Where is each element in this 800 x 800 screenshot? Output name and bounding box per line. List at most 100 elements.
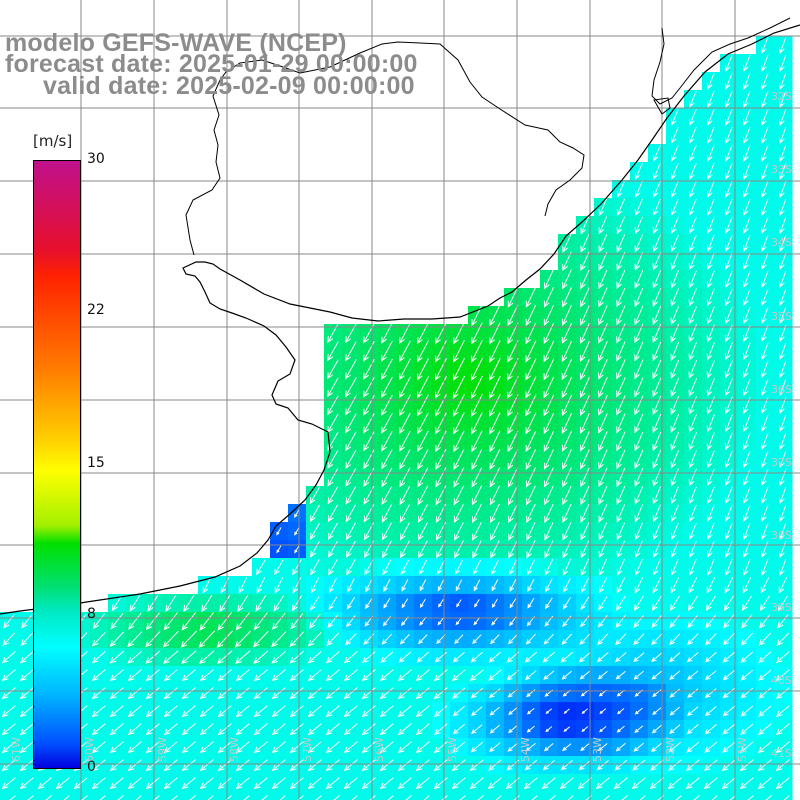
wind-arrow bbox=[614, 759, 628, 771]
wind-arrow bbox=[325, 741, 340, 754]
wind-arrow bbox=[652, 270, 662, 289]
wind-arrow bbox=[777, 595, 788, 612]
wind-arrow bbox=[128, 612, 142, 630]
wind-arrow bbox=[562, 558, 572, 576]
wind-arrow bbox=[722, 741, 736, 753]
wind-arrow bbox=[671, 541, 679, 558]
wind-arrow bbox=[616, 395, 626, 416]
wind-arrow bbox=[634, 431, 644, 452]
wind-arrow bbox=[707, 217, 715, 234]
wind-arrow bbox=[201, 594, 213, 613]
wind-arrow bbox=[687, 670, 699, 681]
wind-arrow bbox=[544, 269, 554, 290]
wind-arrow bbox=[616, 341, 626, 362]
wind-arrow bbox=[379, 723, 394, 736]
wind-arrow bbox=[706, 486, 715, 505]
wind-arrow bbox=[775, 777, 790, 790]
wind-arrow bbox=[670, 432, 680, 451]
wind-arrow bbox=[634, 377, 644, 398]
wind-arrow bbox=[327, 468, 339, 487]
wind-arrow bbox=[294, 545, 300, 554]
wind-arrow bbox=[435, 322, 447, 345]
wind-arrow bbox=[758, 632, 772, 646]
wind-speed-cell bbox=[342, 792, 361, 800]
wind-arrow bbox=[307, 777, 322, 790]
wind-arrow bbox=[199, 759, 214, 772]
wind-arrow bbox=[417, 322, 429, 345]
wind-arrow bbox=[525, 633, 536, 645]
wind-arrow bbox=[688, 252, 697, 271]
wind-arrow bbox=[333, 795, 340, 800]
wind-arrow bbox=[541, 777, 556, 790]
wind-arrow bbox=[345, 413, 357, 434]
wind-arrow bbox=[91, 777, 106, 790]
colorbar bbox=[33, 160, 81, 769]
wind-arrow bbox=[670, 341, 680, 361]
wind-arrow bbox=[707, 559, 715, 576]
wind-arrow bbox=[598, 522, 608, 541]
wind-arrow bbox=[742, 360, 751, 379]
lagoon-inner bbox=[653, 97, 671, 115]
wind-arrow bbox=[329, 577, 337, 593]
wind-arrow bbox=[399, 430, 411, 452]
wind-arrow bbox=[580, 743, 590, 752]
wind-arrow bbox=[507, 286, 519, 308]
wind-arrow bbox=[289, 759, 304, 772]
wind-arrow bbox=[579, 394, 590, 416]
wind-arrow bbox=[725, 559, 733, 576]
wind-arrow bbox=[381, 449, 393, 470]
wind-arrow bbox=[598, 431, 608, 452]
lat-label: 36S bbox=[771, 383, 792, 396]
wind-arrow bbox=[775, 705, 790, 717]
wind-arrow bbox=[526, 540, 536, 559]
wind-arrow bbox=[19, 741, 34, 754]
wind-arrow bbox=[163, 777, 178, 790]
wind-arrow bbox=[779, 306, 787, 324]
wind-arrow bbox=[452, 705, 465, 717]
wind-arrow bbox=[543, 394, 555, 417]
wind-arrow bbox=[488, 669, 502, 681]
wind-arrow bbox=[3, 614, 15, 629]
wind-arrow bbox=[561, 322, 573, 344]
wind-arrow bbox=[9, 795, 16, 800]
wind-arrow bbox=[365, 578, 373, 593]
wind-arrow bbox=[398, 651, 412, 663]
wind-arrow bbox=[561, 376, 573, 399]
wind-arrow bbox=[758, 705, 772, 717]
wind-arrow bbox=[525, 742, 536, 752]
wind-arrow bbox=[507, 742, 519, 752]
wind-arrow bbox=[761, 181, 769, 198]
wind-arrow bbox=[310, 596, 320, 611]
wind-arrow bbox=[722, 670, 735, 681]
wind-speed-cell bbox=[522, 792, 541, 800]
wind-arrow bbox=[399, 634, 410, 645]
wind-arrow bbox=[687, 595, 698, 612]
wind-arrow bbox=[616, 577, 626, 594]
wind-arrow bbox=[524, 670, 537, 681]
wind-arrow bbox=[253, 631, 269, 648]
wind-arrow bbox=[452, 723, 465, 735]
wind-arrow bbox=[743, 73, 751, 90]
wind-arrow bbox=[705, 633, 717, 646]
wind-arrow bbox=[109, 687, 124, 700]
wind-arrow bbox=[779, 342, 787, 360]
colorbar-tick-30: 30 bbox=[87, 151, 105, 167]
wind-arrow bbox=[237, 594, 249, 612]
wind-arrow bbox=[598, 305, 608, 326]
wind-arrow bbox=[688, 468, 697, 487]
wind-arrow bbox=[399, 449, 411, 470]
wind-arrow bbox=[235, 741, 250, 754]
wind-arrow bbox=[470, 741, 483, 753]
wind-arrow bbox=[688, 432, 697, 451]
wind-arrow bbox=[561, 670, 572, 680]
wind-arrow bbox=[491, 579, 499, 592]
wind-arrow bbox=[633, 595, 644, 611]
wind-arrow bbox=[688, 306, 697, 325]
wind-arrow bbox=[689, 163, 697, 180]
wind-arrow bbox=[271, 669, 286, 682]
wind-arrow bbox=[417, 522, 428, 541]
wind-arrow bbox=[438, 599, 444, 608]
wind-arrow bbox=[761, 360, 769, 378]
wind-speed-cell bbox=[288, 792, 307, 800]
wind-arrow bbox=[363, 395, 375, 416]
